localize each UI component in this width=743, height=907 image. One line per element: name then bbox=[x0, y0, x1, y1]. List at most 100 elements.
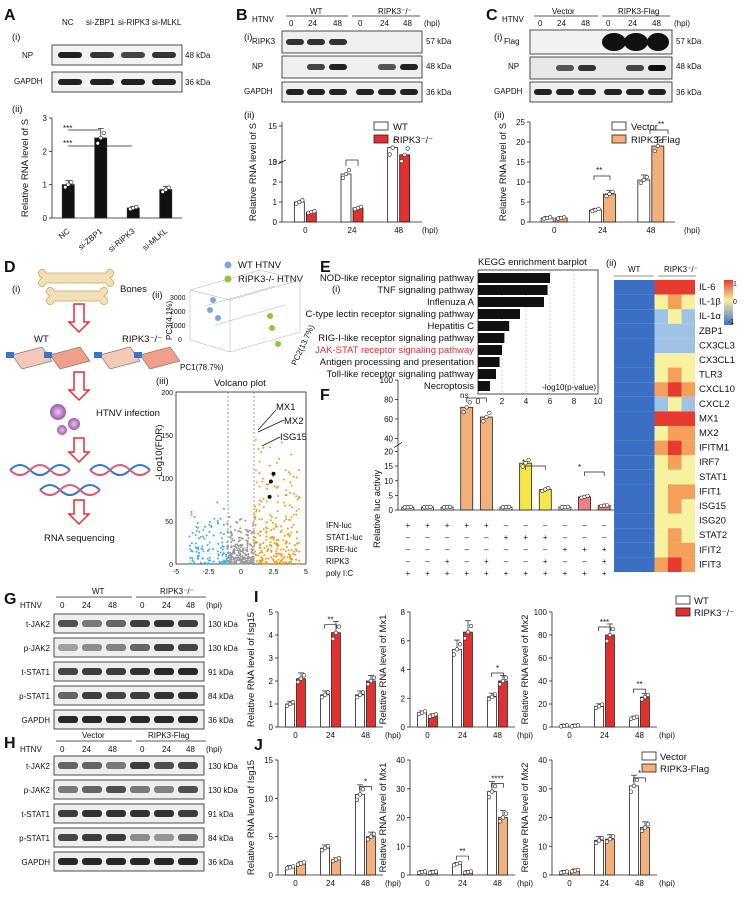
volcano-point bbox=[244, 558, 247, 561]
volcano-highlight bbox=[268, 479, 273, 484]
blot-band bbox=[106, 858, 126, 865]
data-point bbox=[486, 696, 492, 702]
bones-illustration bbox=[38, 269, 114, 305]
x-axis-label: (hpi) bbox=[385, 879, 401, 888]
chart-a-ii: 0 1 2 3 Relative RNA level of S NC si-ZBP1 si-R… bbox=[20, 114, 182, 254]
volcano-point bbox=[199, 536, 202, 539]
panel-b-label: B bbox=[236, 7, 248, 24]
volcano-point bbox=[239, 562, 242, 565]
volcano-point bbox=[266, 527, 269, 530]
volcano-point bbox=[216, 557, 219, 560]
heatmap-cell bbox=[681, 396, 695, 412]
volcano-point bbox=[239, 554, 242, 557]
x-axis-label: (hpi) bbox=[659, 731, 675, 740]
blot-band bbox=[154, 858, 174, 865]
data-point bbox=[596, 838, 602, 843]
volcano-point bbox=[276, 547, 279, 550]
data-point bbox=[357, 792, 363, 797]
volcano-point bbox=[222, 561, 225, 564]
sig-star: *** bbox=[600, 618, 609, 627]
heatmap-cell bbox=[681, 557, 695, 572]
volcano-point bbox=[291, 506, 294, 509]
flask-group bbox=[6, 346, 181, 370]
data-point bbox=[605, 503, 610, 508]
heat-scale-label: -1 bbox=[728, 319, 734, 326]
volcano-point bbox=[264, 557, 267, 560]
sig-bracket bbox=[525, 465, 546, 470]
data-point bbox=[464, 405, 469, 410]
panel-g-lanes: 0 24 48 0 24 48 bbox=[60, 601, 195, 610]
heatmap-cell bbox=[681, 309, 695, 324]
volcano-point bbox=[286, 545, 289, 548]
heatmap-cell bbox=[654, 542, 668, 558]
volcano-point bbox=[236, 559, 239, 562]
volcano-point bbox=[222, 523, 225, 526]
volcano-point bbox=[260, 518, 263, 521]
x-tick-label: NC bbox=[57, 226, 72, 240]
pca-point-wt bbox=[207, 307, 213, 313]
blot-band bbox=[106, 762, 126, 769]
volcano-point bbox=[237, 554, 240, 557]
x-tick-label: 0 bbox=[567, 879, 572, 888]
volcano-point bbox=[272, 559, 275, 562]
sig-bracket bbox=[491, 783, 504, 788]
blot-band bbox=[58, 834, 78, 841]
blot-band bbox=[82, 716, 102, 723]
bar bbox=[487, 696, 497, 728]
y-tick-label: 6 bbox=[401, 637, 406, 646]
hpi-label: (hpi) bbox=[684, 226, 700, 235]
y-tick-label: 0 bbox=[269, 871, 274, 880]
data-point bbox=[506, 504, 512, 509]
volcano-point bbox=[257, 554, 260, 557]
kegg-bar bbox=[478, 285, 548, 295]
x-tick-label: 48 bbox=[635, 731, 644, 740]
sign: + bbox=[425, 521, 430, 530]
hpi-label: (hpi) bbox=[206, 745, 222, 754]
legend-ripk3-flag: RIPK3-Flag bbox=[631, 135, 680, 146]
data-point bbox=[290, 864, 296, 869]
f-row-labels: IFN-luc STAT1-luc ISRE-luc RIPK3 poly I:… bbox=[326, 521, 363, 578]
volcano-point bbox=[244, 560, 247, 563]
volcano-point bbox=[212, 534, 215, 537]
heatmap-cell bbox=[681, 382, 695, 397]
volcano-point bbox=[295, 510, 298, 513]
volcano-point bbox=[253, 541, 256, 544]
chart-j-isg15: 0 5 10 15 0 24 48 Relative RNA level of Isg15 (h… bbox=[246, 756, 401, 888]
legend-wt: WT bbox=[694, 596, 709, 607]
y-tick-label: 80 bbox=[538, 631, 547, 640]
axis-break bbox=[393, 442, 403, 448]
lane-label: si-RIPK3 bbox=[118, 18, 150, 27]
volcano-point bbox=[263, 547, 266, 550]
blot-label: NP bbox=[252, 62, 263, 71]
data-point bbox=[360, 787, 366, 792]
rna-seq-label: RNA sequencing bbox=[44, 533, 115, 544]
data-point bbox=[610, 626, 616, 632]
volcano-point bbox=[269, 519, 272, 522]
heatmap-cell bbox=[627, 294, 641, 310]
heatmap-cell bbox=[654, 426, 668, 441]
x-tick-label: 24 bbox=[348, 226, 357, 235]
x-tick-label: 0 bbox=[239, 569, 243, 576]
sign: + bbox=[543, 569, 548, 578]
sign: – bbox=[484, 533, 489, 542]
volcano-point bbox=[244, 528, 247, 531]
data-point bbox=[610, 834, 616, 839]
data-point bbox=[301, 673, 307, 678]
heatmap-cell bbox=[654, 528, 668, 543]
volcano-point bbox=[239, 527, 242, 530]
sign: + bbox=[602, 545, 607, 554]
data-point bbox=[312, 209, 317, 214]
volcano-point bbox=[230, 556, 233, 559]
y-tick-label: 2 bbox=[43, 147, 48, 156]
sig-bracket bbox=[456, 855, 469, 861]
volcano-point bbox=[280, 529, 283, 532]
y-axis-label: Relative RNA level of S bbox=[248, 123, 259, 221]
volcano-point bbox=[261, 557, 264, 560]
volcano-point bbox=[285, 489, 288, 492]
volcano-point bbox=[247, 537, 250, 540]
chart-j-mx2: 0 10 20 30 40 0 24 48 Relative RNA level of Mx2 (… bbox=[520, 756, 675, 888]
blot-band bbox=[154, 810, 174, 817]
volcano-point bbox=[289, 491, 292, 494]
volcano-point bbox=[225, 560, 228, 563]
volcano-point bbox=[262, 542, 265, 545]
